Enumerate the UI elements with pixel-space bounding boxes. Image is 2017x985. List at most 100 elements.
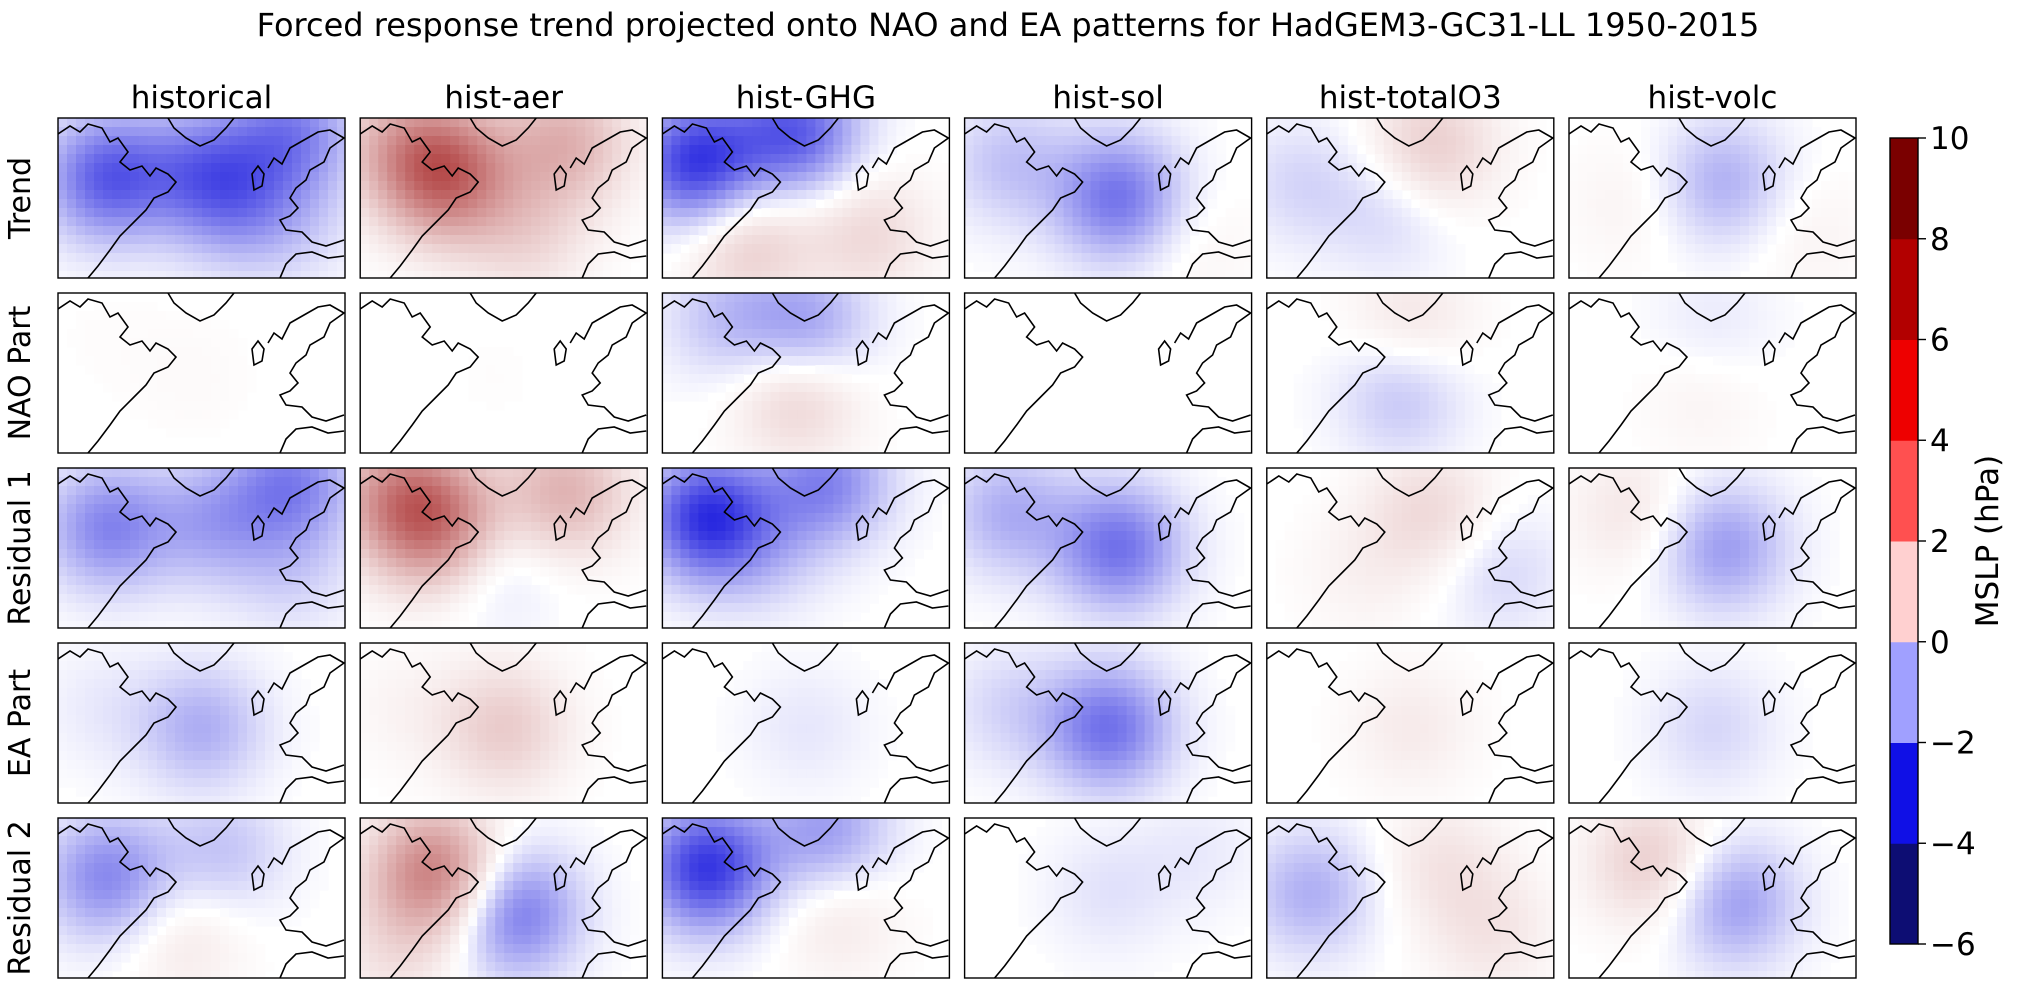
field-cell [1446,145,1457,155]
field-cell [689,217,699,227]
field-cell [175,486,185,496]
field-cell [1018,208,1029,218]
field-cell [1216,172,1227,182]
field-cell [815,190,825,200]
field-cell [1578,136,1588,146]
field-cell [157,244,167,254]
field-cell [549,253,559,263]
field-cell [211,540,221,550]
field-cell [707,163,717,173]
field-cell [824,145,834,155]
field-cell [716,347,726,357]
field-cell [1767,226,1777,236]
field-cell [725,446,735,453]
field-cell [139,374,149,384]
field-cell [175,271,185,278]
field-cell [1446,401,1457,411]
field-cell [1731,329,1741,339]
field-cell [193,522,203,532]
field-cell [1437,320,1448,330]
field-cell [549,217,559,227]
field-cell [1108,217,1119,227]
field-cell [1153,199,1164,209]
field-cell [585,172,595,182]
field-cell [1776,145,1786,155]
field-cell [1578,199,1588,209]
field-cell [1401,446,1412,453]
field-cell [612,199,622,209]
field-cell [1587,208,1597,218]
field-cell [247,127,257,137]
field-cell [1338,401,1349,411]
field-cell [319,486,329,496]
field-cell [1473,437,1484,447]
field-cell [1713,253,1723,263]
field-cell [698,262,708,272]
field-cell [1180,118,1191,128]
field-cell [716,311,726,321]
field-cell [121,136,131,146]
field-cell [1419,145,1430,155]
field-cell [752,181,762,191]
field-cell [973,181,984,191]
field-cell [486,199,496,209]
field-cell [1162,145,1173,155]
field-cell [1455,419,1466,429]
field-cell [707,127,717,137]
field-cell [319,118,329,128]
field-cell [869,253,879,263]
field-cell [369,262,379,272]
field-cell [1455,271,1466,278]
field-cell [905,235,915,245]
field-cell [1848,199,1856,209]
field-cell [441,136,451,146]
field-cell [1731,199,1741,209]
field-cell [1383,172,1394,182]
field-cell [220,320,230,330]
field-cell [1632,302,1642,312]
field-cell [1383,446,1394,453]
field-cell [639,118,648,128]
field-cell [869,154,879,164]
field-cell [941,217,950,227]
field-cell [1686,383,1696,393]
field-cell [725,181,735,191]
field-cell [761,253,771,263]
field-cell [148,365,158,375]
field-cell [85,163,95,173]
field-cell [319,244,329,254]
field-cell [1153,145,1164,155]
field-cell [558,136,568,146]
field-cell [468,127,478,137]
field-cell [202,199,212,209]
field-cell [1785,163,1795,173]
field-cell [797,338,807,348]
field-cell [761,271,771,278]
field-cell [76,513,86,523]
field-cell [247,486,257,496]
field-cell [1171,244,1182,254]
field-cell [797,446,807,453]
field-cell [1803,208,1813,218]
field-cell [1293,145,1304,155]
field-cell [842,244,852,254]
field-cell [1284,190,1295,200]
field-cell [130,486,140,496]
field-cell [743,356,753,366]
field-cell [964,172,975,182]
field-cell [842,253,852,263]
field-cell [1063,208,1074,218]
field-cell [1578,208,1588,218]
field-cell [193,271,203,278]
field-cell [982,118,993,128]
field-cell [905,347,915,357]
field-cell [1225,244,1236,254]
field-cell [1320,262,1331,272]
field-cell [1731,208,1741,218]
field-cell [184,486,194,496]
field-cell [824,374,834,384]
field-cell [157,127,167,137]
field-cell [58,495,68,505]
field-cell [387,217,397,227]
field-cell [1198,262,1209,272]
